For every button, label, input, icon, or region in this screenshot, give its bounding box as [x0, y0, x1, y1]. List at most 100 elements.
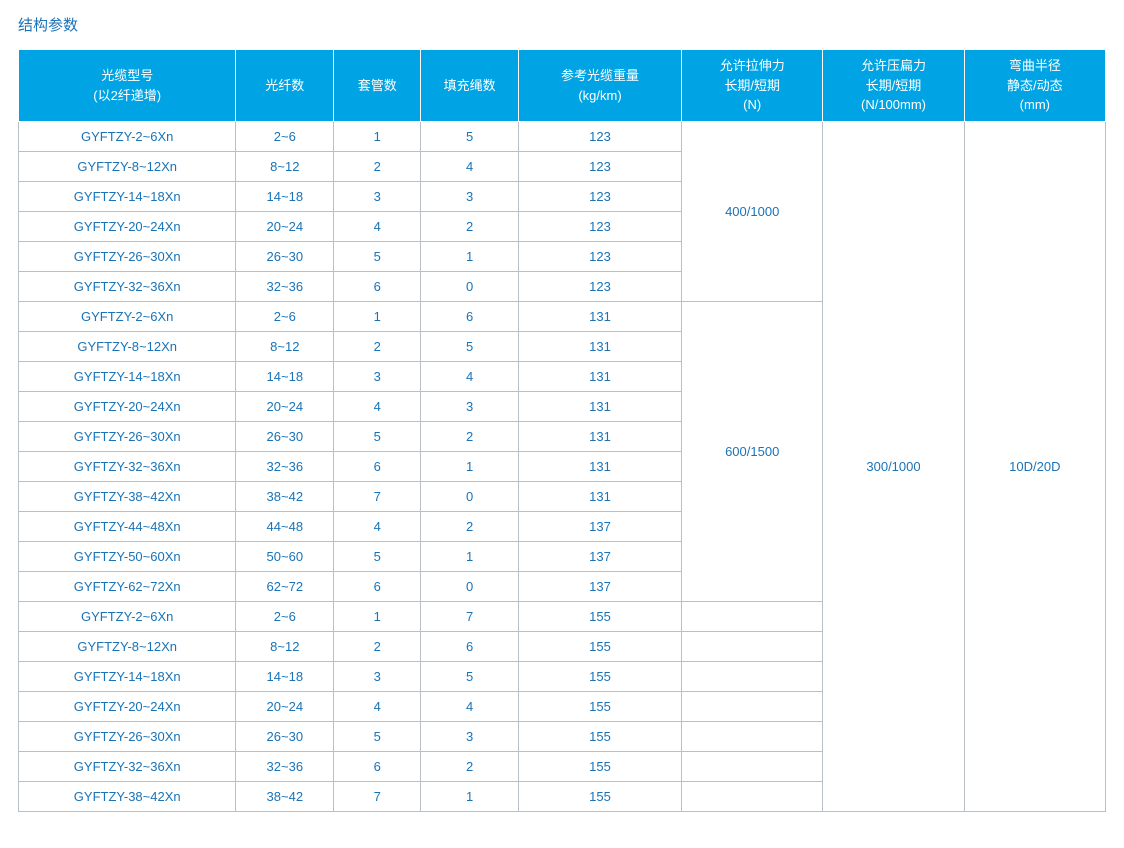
cell-c3: 4: [421, 152, 519, 182]
cell-c2: 5: [334, 422, 421, 452]
cell-c3: 1: [421, 452, 519, 482]
cell-c1: 32~36: [236, 752, 334, 782]
cell-c2: 4: [334, 512, 421, 542]
cell-c3: 6: [421, 302, 519, 332]
col-header-line: (N): [682, 95, 822, 115]
spec-table: 光缆型号(以2纤递增)光纤数套管数填充绳数参考光缆重量(kg/km)允许拉伸力长…: [18, 49, 1106, 812]
col-header-line: 参考光缆重量: [519, 66, 681, 86]
cell-c3: 1: [421, 782, 519, 812]
cell-c2: 1: [334, 602, 421, 632]
cell-c4: 131: [519, 332, 682, 362]
col-header-line: 光缆型号: [19, 66, 235, 86]
table-row: GYFTZY-2~6Xn2~615123400/1000300/100010D/…: [19, 122, 1106, 152]
cell-c0: GYFTZY-20~24Xn: [19, 392, 236, 422]
cell-c2: 4: [334, 212, 421, 242]
cell-c3: 3: [421, 182, 519, 212]
col-header-0: 光缆型号(以2纤递增): [19, 50, 236, 122]
cell-tensile: [682, 602, 823, 632]
cell-tensile: [682, 782, 823, 812]
cell-c2: 1: [334, 122, 421, 152]
cell-c1: 8~12: [236, 332, 334, 362]
col-header-line: 套管数: [334, 76, 420, 96]
col-header-1: 光纤数: [236, 50, 334, 122]
cell-c4: 131: [519, 422, 682, 452]
table-body: GYFTZY-2~6Xn2~615123400/1000300/100010D/…: [19, 122, 1106, 812]
cell-c1: 2~6: [236, 602, 334, 632]
cell-c0: GYFTZY-38~42Xn: [19, 782, 236, 812]
cell-c3: 2: [421, 422, 519, 452]
cell-c2: 5: [334, 242, 421, 272]
cell-c1: 32~36: [236, 452, 334, 482]
cell-c2: 3: [334, 362, 421, 392]
cell-c1: 50~60: [236, 542, 334, 572]
cell-c4: 131: [519, 452, 682, 482]
cell-c4: 155: [519, 752, 682, 782]
cell-c1: 38~42: [236, 782, 334, 812]
cell-c2: 4: [334, 392, 421, 422]
col-header-line: 长期/短期: [682, 76, 822, 96]
cell-c4: 137: [519, 542, 682, 572]
cell-c0: GYFTZY-8~12Xn: [19, 152, 236, 182]
cell-c3: 3: [421, 722, 519, 752]
cell-c1: 8~12: [236, 632, 334, 662]
col-header-line: 填充绳数: [421, 76, 518, 96]
cell-crush: 300/1000: [823, 122, 964, 812]
cell-c0: GYFTZY-14~18Xn: [19, 182, 236, 212]
cell-c2: 5: [334, 722, 421, 752]
cell-c0: GYFTZY-26~30Xn: [19, 242, 236, 272]
cell-c3: 2: [421, 752, 519, 782]
cell-c0: GYFTZY-20~24Xn: [19, 212, 236, 242]
cell-c0: GYFTZY-26~30Xn: [19, 422, 236, 452]
cell-bend: 10D/20D: [964, 122, 1105, 812]
cell-c2: 6: [334, 752, 421, 782]
cell-c0: GYFTZY-62~72Xn: [19, 572, 236, 602]
cell-c1: 14~18: [236, 662, 334, 692]
cell-c4: 155: [519, 602, 682, 632]
cell-c0: GYFTZY-20~24Xn: [19, 692, 236, 722]
col-header-line: 允许压扁力: [823, 56, 963, 76]
cell-c4: 123: [519, 182, 682, 212]
cell-c3: 4: [421, 692, 519, 722]
cell-c2: 7: [334, 782, 421, 812]
cell-c1: 8~12: [236, 152, 334, 182]
col-header-line: 长期/短期: [823, 76, 963, 96]
col-header-4: 参考光缆重量(kg/km): [519, 50, 682, 122]
cell-c1: 26~30: [236, 722, 334, 752]
section-title: 结构参数: [18, 14, 1106, 35]
cell-c4: 155: [519, 722, 682, 752]
cell-c3: 2: [421, 212, 519, 242]
cell-c3: 6: [421, 632, 519, 662]
cell-c1: 62~72: [236, 572, 334, 602]
cell-c2: 2: [334, 632, 421, 662]
cell-c0: GYFTZY-38~42Xn: [19, 482, 236, 512]
cell-c0: GYFTZY-8~12Xn: [19, 332, 236, 362]
cell-c3: 3: [421, 392, 519, 422]
col-header-7: 弯曲半径静态/动态(mm): [964, 50, 1105, 122]
cell-c0: GYFTZY-32~36Xn: [19, 452, 236, 482]
cell-c0: GYFTZY-8~12Xn: [19, 632, 236, 662]
col-header-2: 套管数: [334, 50, 421, 122]
cell-c2: 5: [334, 542, 421, 572]
cell-c2: 6: [334, 452, 421, 482]
cell-c1: 26~30: [236, 242, 334, 272]
cell-tensile: 400/1000: [682, 122, 823, 302]
cell-c1: 14~18: [236, 182, 334, 212]
cell-c1: 20~24: [236, 392, 334, 422]
cell-c4: 131: [519, 392, 682, 422]
cell-c2: 3: [334, 182, 421, 212]
cell-tensile: [682, 722, 823, 752]
cell-c4: 155: [519, 662, 682, 692]
cell-c4: 123: [519, 152, 682, 182]
cell-c0: GYFTZY-14~18Xn: [19, 662, 236, 692]
cell-c2: 6: [334, 572, 421, 602]
cell-c4: 155: [519, 692, 682, 722]
col-header-3: 填充绳数: [421, 50, 519, 122]
cell-tensile: [682, 692, 823, 722]
cell-c4: 123: [519, 122, 682, 152]
cell-c4: 155: [519, 782, 682, 812]
cell-c4: 137: [519, 512, 682, 542]
col-header-line: (kg/km): [519, 86, 681, 106]
cell-c1: 32~36: [236, 272, 334, 302]
col-header-5: 允许拉伸力长期/短期(N): [682, 50, 823, 122]
cell-c3: 0: [421, 272, 519, 302]
